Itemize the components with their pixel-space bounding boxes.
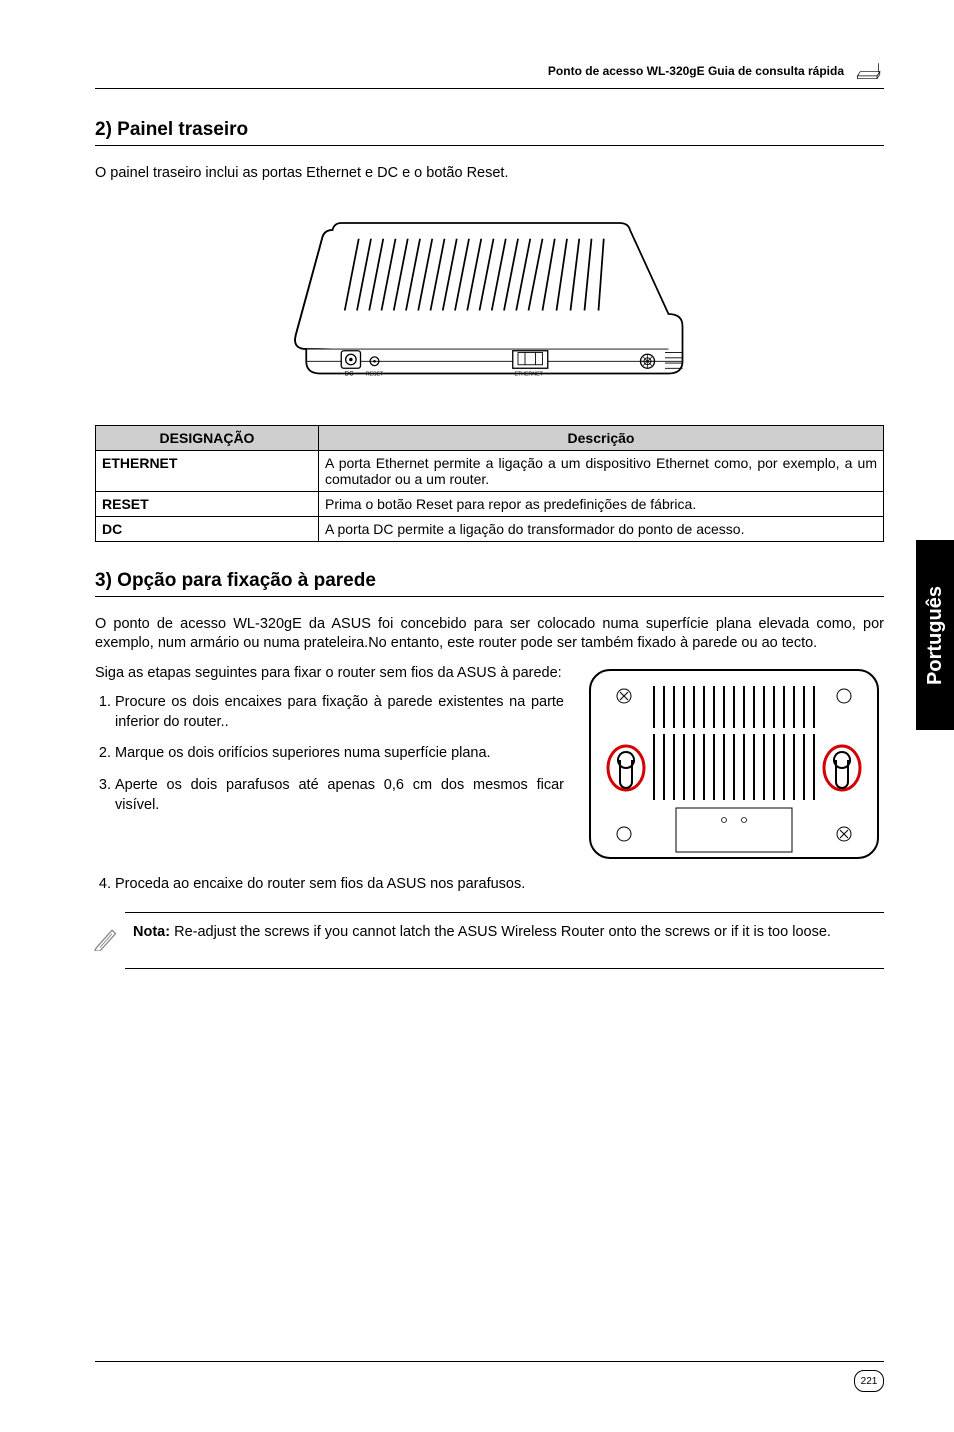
table-header-2: Descrição [319,425,884,450]
note-block: Nota: Re-adjust the screws if you cannot… [125,912,884,969]
header-title: Ponto de acesso WL-320gE Guia de consult… [548,64,844,78]
row-label: ETHERNET [96,450,319,491]
section-3-lead: Siga as etapas seguintes para fixar o ro… [95,664,564,684]
page-header: Ponto de acesso WL-320gE Guia de consult… [95,60,884,89]
note-text: Re-adjust the screws if you cannot latch… [170,924,831,940]
steps-list: Procure os dois encaixes para fixação à … [95,693,564,815]
row-desc: A porta DC permite a ligação do transfor… [319,516,884,541]
router-icon [856,60,884,82]
spec-table: DESIGNAÇÃO Descrição ETHERNET A porta Et… [95,425,884,542]
ethernet-label: ETHERNET [514,371,543,377]
table-header-1: DESIGNAÇÃO [96,425,319,450]
section-3-heading: 3) Opção para fixação à parede [95,570,884,597]
section-2-heading: 2) Painel traseiro [95,119,884,146]
row-desc: Prima o botão Reset para repor as predef… [319,491,884,516]
reset-label: RESET [365,371,383,377]
note-icon [93,925,119,958]
section-3-intro: O ponto de acesso WL-320gE da ASUS foi c… [95,615,884,654]
rear-panel-figure: DC RESET ETHERNET [95,210,884,395]
table-row: ETHERNET A porta Ethernet permite a liga… [96,450,884,491]
list-item: Marque os dois orifícios superiores numa… [115,744,564,764]
list-item: Procure os dois encaixes para fixação à … [115,693,564,732]
dc-label: DC [344,370,353,377]
row-desc: A porta Ethernet permite a ligação a um … [319,450,884,491]
footer-rule [95,1361,884,1362]
note-label: Nota: [133,924,170,940]
list-item: Proceda ao encaixe do router sem fios da… [115,875,884,895]
steps-list-cont: Proceda ao encaixe do router sem fios da… [95,875,884,895]
language-tab: Português [916,540,954,730]
list-item: Aperte os dois parafusos até apenas 0,6 … [115,776,564,815]
bottom-view-figure [584,664,884,869]
note-text-container: Nota: Re-adjust the screws if you cannot… [133,923,831,943]
table-row: RESET Prima o botão Reset para repor as … [96,491,884,516]
section-2-intro: O painel traseiro inclui as portas Ether… [95,164,884,184]
table-row: DC A porta DC permite a ligação do trans… [96,516,884,541]
row-label: DC [96,516,319,541]
row-label: RESET [96,491,319,516]
page-number: 221 [854,1370,884,1392]
language-tab-label: Português [924,586,947,685]
